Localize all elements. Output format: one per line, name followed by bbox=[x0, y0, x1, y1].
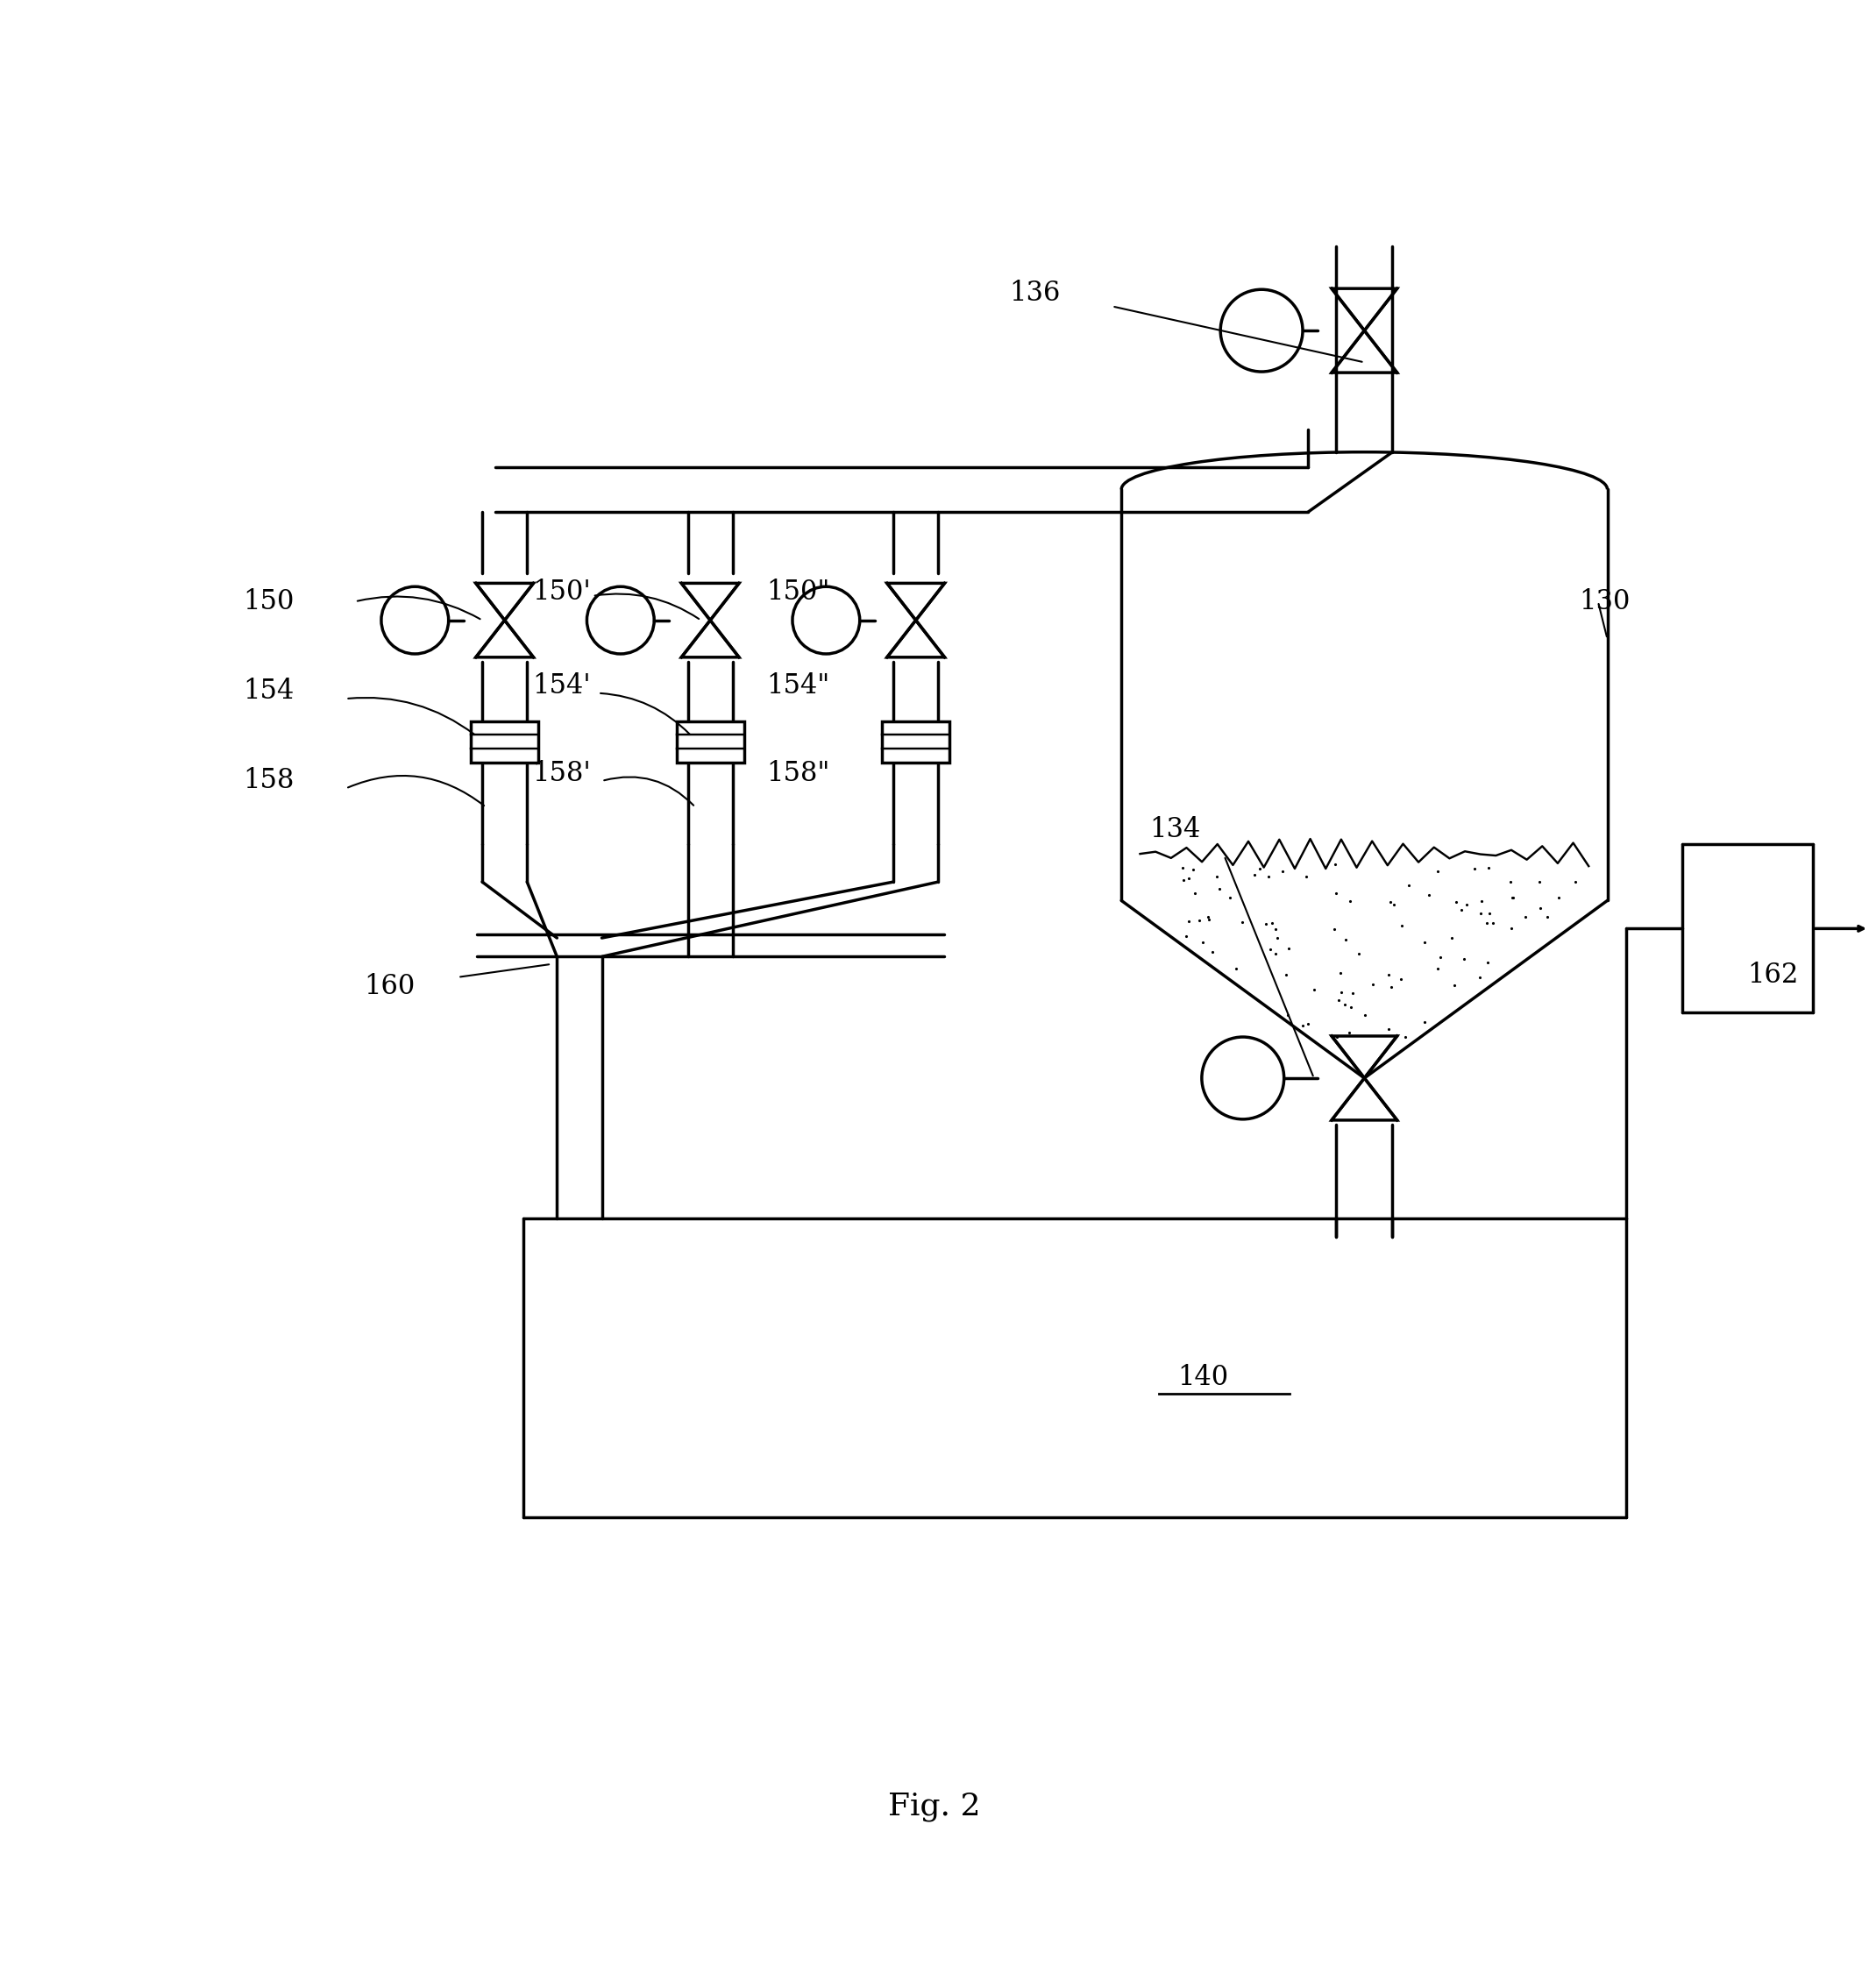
Text: 160: 160 bbox=[364, 972, 415, 1000]
Text: 130: 130 bbox=[1579, 588, 1630, 614]
Text: 162: 162 bbox=[1748, 962, 1798, 988]
Text: Fig. 2: Fig. 2 bbox=[888, 1791, 981, 1821]
Text: 154': 154' bbox=[533, 672, 591, 700]
Text: 154": 154" bbox=[766, 672, 830, 700]
Text: 150': 150' bbox=[533, 579, 591, 606]
Text: 150: 150 bbox=[243, 588, 293, 614]
Text: 140: 140 bbox=[1177, 1364, 1228, 1392]
Text: 158': 158' bbox=[533, 759, 591, 787]
Text: 158": 158" bbox=[766, 759, 830, 787]
Text: 150": 150" bbox=[766, 579, 830, 606]
Bar bbox=[882, 722, 949, 761]
Bar bbox=[471, 722, 538, 761]
Text: 154: 154 bbox=[243, 678, 293, 706]
Text: 134: 134 bbox=[1149, 815, 1200, 843]
Text: 136: 136 bbox=[1009, 280, 1060, 306]
Bar bbox=[677, 722, 744, 761]
Text: 158: 158 bbox=[243, 767, 293, 795]
